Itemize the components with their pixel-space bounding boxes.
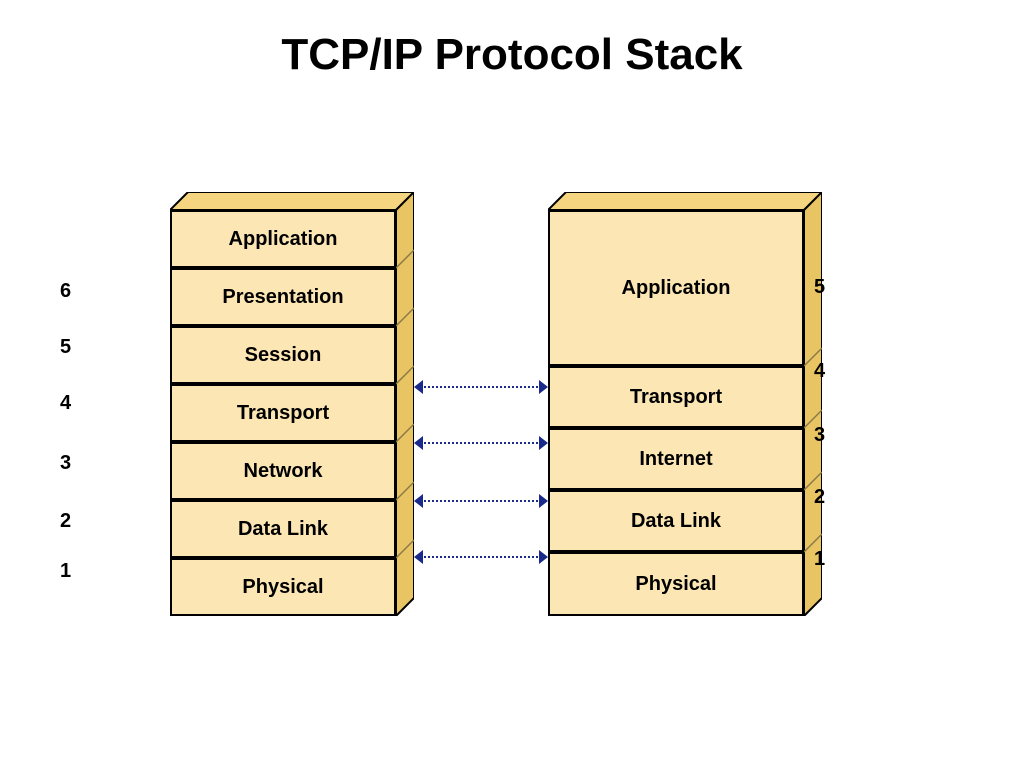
osi-layer-label: Application xyxy=(229,228,338,251)
osi-layer: Presentation xyxy=(170,268,396,326)
osi-stack: Application Presentation Session Transport N… xyxy=(170,192,414,616)
arrow-head-right-icon xyxy=(539,550,548,564)
mapping-arrow xyxy=(421,386,541,388)
tcpip-layer-label: Transport xyxy=(630,386,722,409)
mapping-arrow xyxy=(421,500,541,502)
osi-layer-label: Physical xyxy=(242,576,323,599)
tcpip-layer-number: 4 xyxy=(814,360,825,383)
osi-layer-label: Presentation xyxy=(222,286,343,309)
osi-layer-number: 6 xyxy=(60,280,71,303)
tcpip-front: Application Transport Internet Data Link Phy… xyxy=(548,210,804,616)
tcpip-layer: Data Link xyxy=(548,490,804,552)
tcpip-layer-number: 2 xyxy=(814,486,825,509)
osi-layer-number: 2 xyxy=(60,510,71,533)
osi-layer-label: Data Link xyxy=(238,518,328,541)
osi-layer: Network xyxy=(170,442,396,500)
tcpip-layer-number: 5 xyxy=(814,276,825,299)
arrow-head-right-icon xyxy=(539,494,548,508)
arrow-head-left-icon xyxy=(414,380,423,394)
osi-layer: Physical xyxy=(170,558,396,616)
arrow-head-left-icon xyxy=(414,436,423,450)
osi-layer-label: Network xyxy=(244,460,323,483)
osi-layer-number: 5 xyxy=(60,336,71,359)
osi-layer: Transport xyxy=(170,384,396,442)
arrow-head-right-icon xyxy=(539,380,548,394)
osi-layer: Data Link xyxy=(170,500,396,558)
osi-layer-number: 3 xyxy=(60,452,71,475)
osi-layer: Session xyxy=(170,326,396,384)
tcpip-layer-label: Application xyxy=(622,277,731,300)
tcpip-layer-label: Data Link xyxy=(631,510,721,533)
tcpip-layer-label: Physical xyxy=(635,573,716,596)
arrow-head-right-icon xyxy=(539,436,548,450)
mapping-arrow xyxy=(421,556,541,558)
tcpip-stack: Application Transport Internet Data Link Phy… xyxy=(548,192,822,616)
arrow-head-left-icon xyxy=(414,550,423,564)
osi-layer: Application xyxy=(170,210,396,268)
osi-front: Application Presentation Session Transport N… xyxy=(170,210,396,616)
tcpip-layer: Physical xyxy=(548,552,804,616)
arrow-head-left-icon xyxy=(414,494,423,508)
tcpip-layer: Application xyxy=(548,210,804,366)
osi-layer-number: 1 xyxy=(60,560,71,583)
tcpip-layer: Transport xyxy=(548,366,804,428)
tcpip-layer: Internet xyxy=(548,428,804,490)
osi-layer-number: 4 xyxy=(60,392,71,415)
mapping-arrow xyxy=(421,442,541,444)
tcpip-layer-label: Internet xyxy=(639,448,712,471)
tcpip-layer-number: 1 xyxy=(814,548,825,571)
osi-layer-label: Transport xyxy=(237,402,329,425)
tcpip-layer-number: 3 xyxy=(814,424,825,447)
osi-layer-label: Session xyxy=(245,344,322,367)
diagram-title: TCP/IP Protocol Stack xyxy=(0,30,1024,80)
